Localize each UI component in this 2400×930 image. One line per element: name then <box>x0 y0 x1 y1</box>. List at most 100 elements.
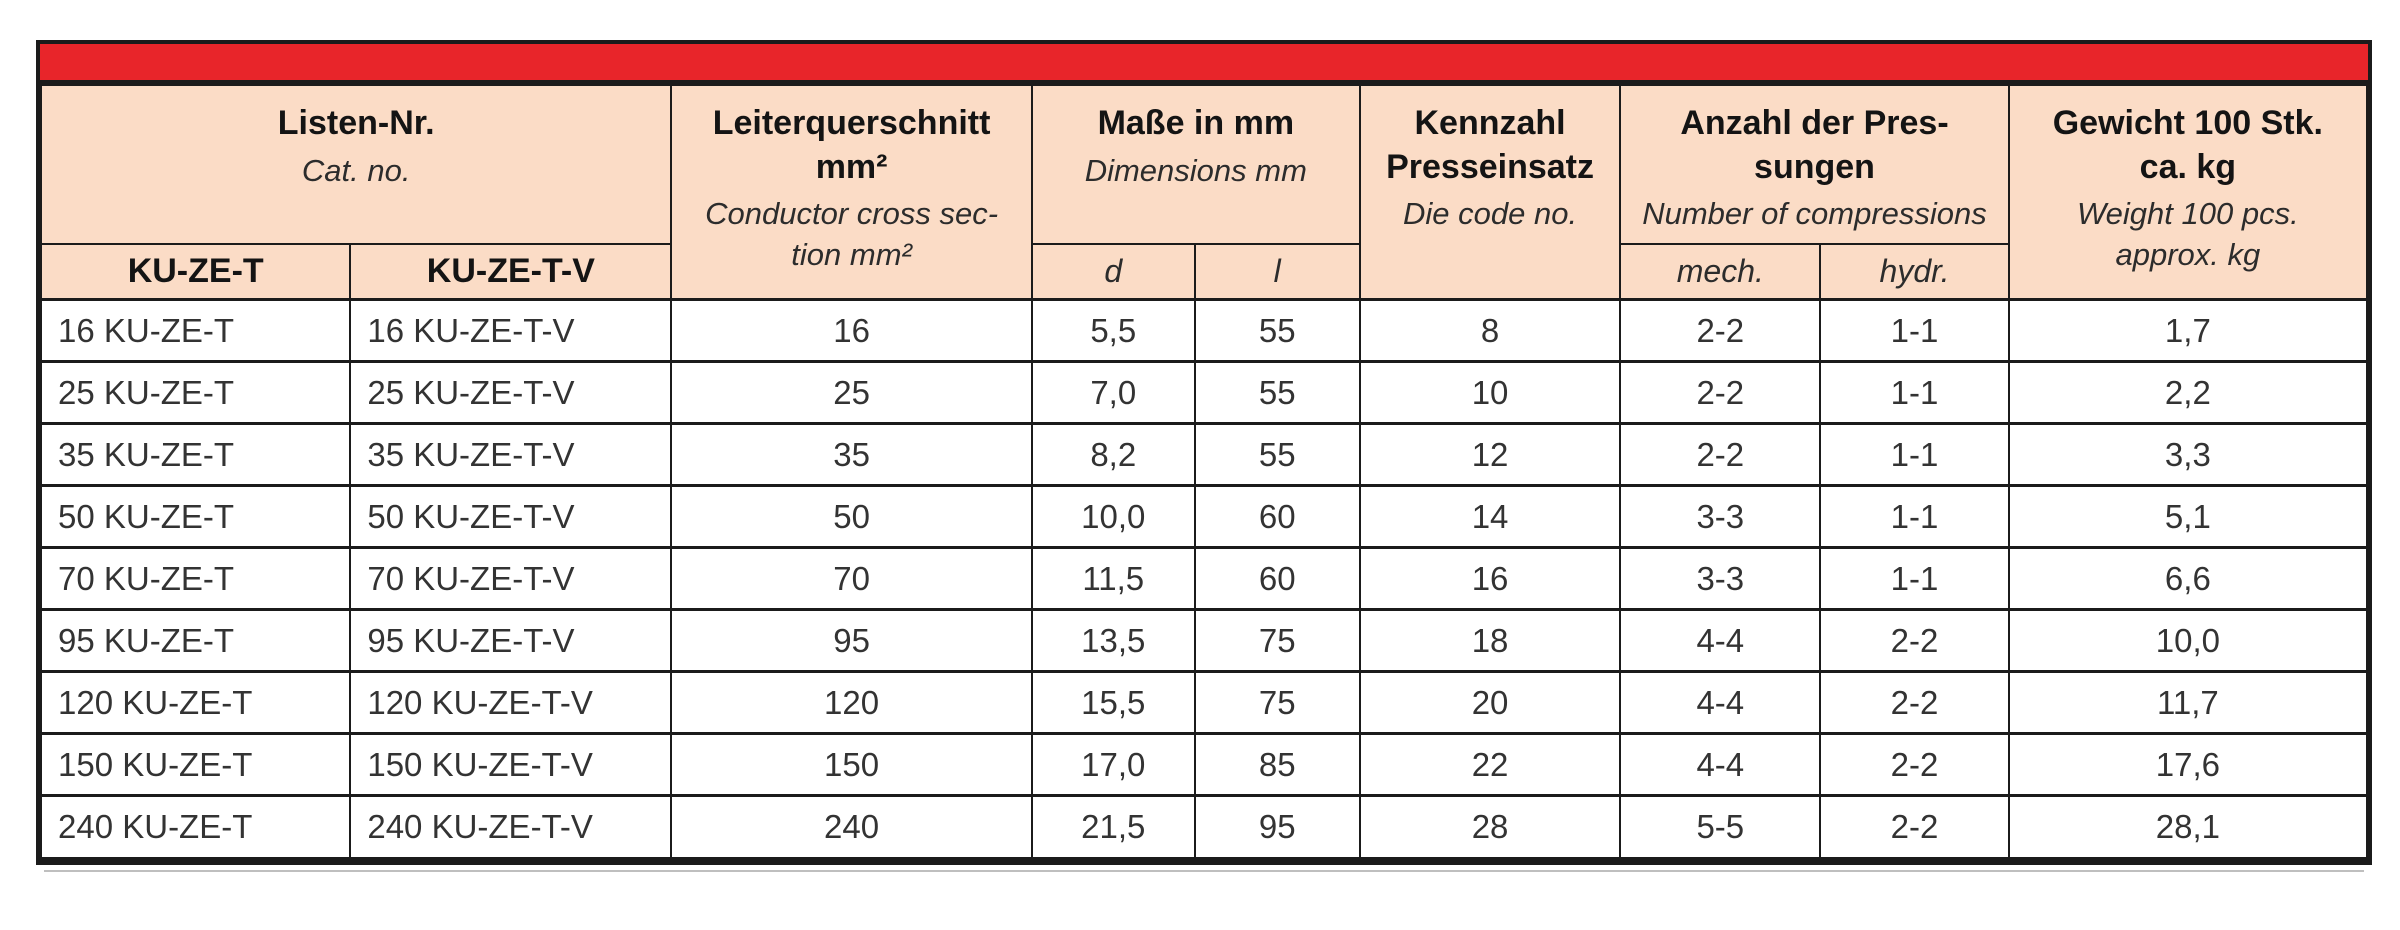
cell-weight: 28,1 <box>2007 794 2369 859</box>
cell-mech: 2-2 <box>1619 298 1822 363</box>
header-weight: Gewicht 100 Stk. ca. kg Weight 100 pcs. … <box>2007 84 2369 301</box>
cell-weight: 1,7 <box>2007 298 2369 363</box>
cell-mech: 5-5 <box>1619 794 1822 859</box>
cell-d: 11,5 <box>1030 546 1196 611</box>
cell-l: 60 <box>1193 484 1361 549</box>
cell-mech: 2-2 <box>1619 360 1822 425</box>
cell-l: 55 <box>1193 360 1361 425</box>
subheader-d: d <box>1030 242 1196 301</box>
cell-die-code: 10 <box>1358 360 1622 425</box>
table-row: 50 KU-ZE-T 50 KU-ZE-T-V 50 10,0 60 14 3-… <box>39 484 2369 549</box>
cell-d: 5,5 <box>1030 298 1196 363</box>
table-header: Listen-Nr. Cat. no. Leiterquerschnitt mm… <box>39 84 2369 301</box>
cell-cross-section: 50 <box>670 484 1033 549</box>
header-compressions-en: Number of compressions <box>1642 196 1987 232</box>
header-cross-section-de: Leiterquerschnitt mm² <box>712 104 991 186</box>
cell-ku-ze-t: 16 KU-ZE-T <box>39 298 352 363</box>
cell-hydr: 2-2 <box>1819 794 2010 859</box>
cell-hydr: 2-2 <box>1819 608 2010 673</box>
cell-cross-section: 16 <box>670 298 1033 363</box>
table-row: 240 KU-ZE-T 240 KU-ZE-T-V 240 21,5 95 28… <box>39 794 2369 859</box>
cell-d: 8,2 <box>1030 422 1196 487</box>
cell-ku-ze-t: 35 KU-ZE-T <box>39 422 352 487</box>
table-row: 95 KU-ZE-T 95 KU-ZE-T-V 95 13,5 75 18 4-… <box>39 608 2369 673</box>
cell-ku-ze-t-v: 120 KU-ZE-T-V <box>349 670 673 735</box>
cell-d: 13,5 <box>1030 608 1196 673</box>
cell-die-code: 28 <box>1358 794 1622 859</box>
header-cross-section: Leiterquerschnitt mm² Conductor cross se… <box>670 84 1033 301</box>
header-die-code-de: Kennzahl Presseinsatz <box>1386 104 1594 186</box>
cell-l: 55 <box>1193 422 1361 487</box>
subheader-ku-ze-t-v: KU-ZE-T-V <box>349 242 673 301</box>
cell-cross-section: 120 <box>670 670 1033 735</box>
header-row-sub: KU-ZE-T KU-ZE-T-V d l mech. hydr. <box>39 242 2367 301</box>
cell-l: 85 <box>1193 732 1361 797</box>
table-row: 150 KU-ZE-T 150 KU-ZE-T-V 150 17,0 85 22… <box>39 732 2369 797</box>
header-dimensions: Maße in mm Dimensions mm <box>1030 84 1361 245</box>
cell-d: 10,0 <box>1030 484 1196 549</box>
cell-weight: 10,0 <box>2007 608 2369 673</box>
header-compressions-de: Anzahl der Pres- sungen <box>1680 104 1949 186</box>
subheader-hydr: hydr. <box>1819 242 2010 301</box>
cell-mech: 2-2 <box>1619 422 1822 487</box>
table-row: 16 KU-ZE-T 16 KU-ZE-T-V 16 5,5 55 8 2-2 … <box>39 298 2369 363</box>
cell-ku-ze-t-v: 16 KU-ZE-T-V <box>349 298 673 363</box>
cell-die-code: 16 <box>1358 546 1622 611</box>
header-dimensions-de: Maße in mm <box>1097 104 1295 142</box>
header-cat-no-de: Listen-Nr. <box>277 104 435 142</box>
cell-die-code: 22 <box>1358 732 1622 797</box>
cell-ku-ze-t: 240 KU-ZE-T <box>39 794 352 859</box>
cell-l: 75 <box>1193 670 1361 735</box>
cell-die-code: 8 <box>1358 298 1622 363</box>
subheader-ku-ze-t: KU-ZE-T <box>39 242 352 301</box>
header-weight-en: Weight 100 pcs. approx. kg <box>2076 196 2299 272</box>
cell-hydr: 1-1 <box>1819 484 2010 549</box>
table-row: 70 KU-ZE-T 70 KU-ZE-T-V 70 11,5 60 16 3-… <box>39 546 2369 611</box>
cell-hydr: 1-1 <box>1819 546 2010 611</box>
cell-mech: 3-3 <box>1619 484 1822 549</box>
cell-die-code: 18 <box>1358 608 1622 673</box>
cell-ku-ze-t: 95 KU-ZE-T <box>39 608 352 673</box>
cell-cross-section: 95 <box>670 608 1033 673</box>
header-cat-no-en: Cat. no. <box>301 152 411 188</box>
cell-weight: 3,3 <box>2007 422 2369 487</box>
cell-mech: 4-4 <box>1619 608 1822 673</box>
subheader-l: l <box>1193 242 1361 301</box>
cell-cross-section: 150 <box>670 732 1033 797</box>
cell-l: 95 <box>1193 794 1361 859</box>
product-table: Listen-Nr. Cat. no. Leiterquerschnitt mm… <box>39 84 2369 859</box>
cell-d: 7,0 <box>1030 360 1196 425</box>
cell-hydr: 1-1 <box>1819 360 2010 425</box>
cell-weight: 2,2 <box>2007 360 2369 425</box>
cell-ku-ze-t: 25 KU-ZE-T <box>39 360 352 425</box>
cell-ku-ze-t-v: 35 KU-ZE-T-V <box>349 422 673 487</box>
table-row: 35 KU-ZE-T 35 KU-ZE-T-V 35 8,2 55 12 2-2… <box>39 422 2369 487</box>
cell-mech: 4-4 <box>1619 732 1822 797</box>
header-cat-no: Listen-Nr. Cat. no. <box>39 84 673 245</box>
cell-weight: 6,6 <box>2007 546 2369 611</box>
cell-weight: 5,1 <box>2007 484 2369 549</box>
product-table-frame: Listen-Nr. Cat. no. Leiterquerschnitt mm… <box>36 40 2372 872</box>
cell-ku-ze-t-v: 240 KU-ZE-T-V <box>349 794 673 859</box>
header-row-main: Listen-Nr. Cat. no. Leiterquerschnitt mm… <box>39 84 2369 301</box>
cell-hydr: 2-2 <box>1819 732 2010 797</box>
cell-l: 60 <box>1193 546 1361 611</box>
table-row: 120 KU-ZE-T 120 KU-ZE-T-V 120 15,5 75 20… <box>39 670 2369 735</box>
cell-d: 15,5 <box>1030 670 1196 735</box>
cell-ku-ze-t: 150 KU-ZE-T <box>39 732 352 797</box>
cell-ku-ze-t-v: 150 KU-ZE-T-V <box>349 732 673 797</box>
cell-ku-ze-t: 50 KU-ZE-T <box>39 484 352 549</box>
cell-l: 55 <box>1193 298 1361 363</box>
cell-d: 21,5 <box>1030 794 1196 859</box>
cell-cross-section: 35 <box>670 422 1033 487</box>
cell-die-code: 12 <box>1358 422 1622 487</box>
header-cross-section-en: Conductor cross sec- tion mm² <box>705 196 999 272</box>
cell-hydr: 1-1 <box>1819 422 2010 487</box>
header-die-code: Kennzahl Presseinsatz Die code no. <box>1358 84 1622 301</box>
cell-ku-ze-t-v: 95 KU-ZE-T-V <box>349 608 673 673</box>
cell-ku-ze-t: 120 KU-ZE-T <box>39 670 352 735</box>
cell-mech: 4-4 <box>1619 670 1822 735</box>
cell-cross-section: 70 <box>670 546 1033 611</box>
cell-cross-section: 25 <box>670 360 1033 425</box>
